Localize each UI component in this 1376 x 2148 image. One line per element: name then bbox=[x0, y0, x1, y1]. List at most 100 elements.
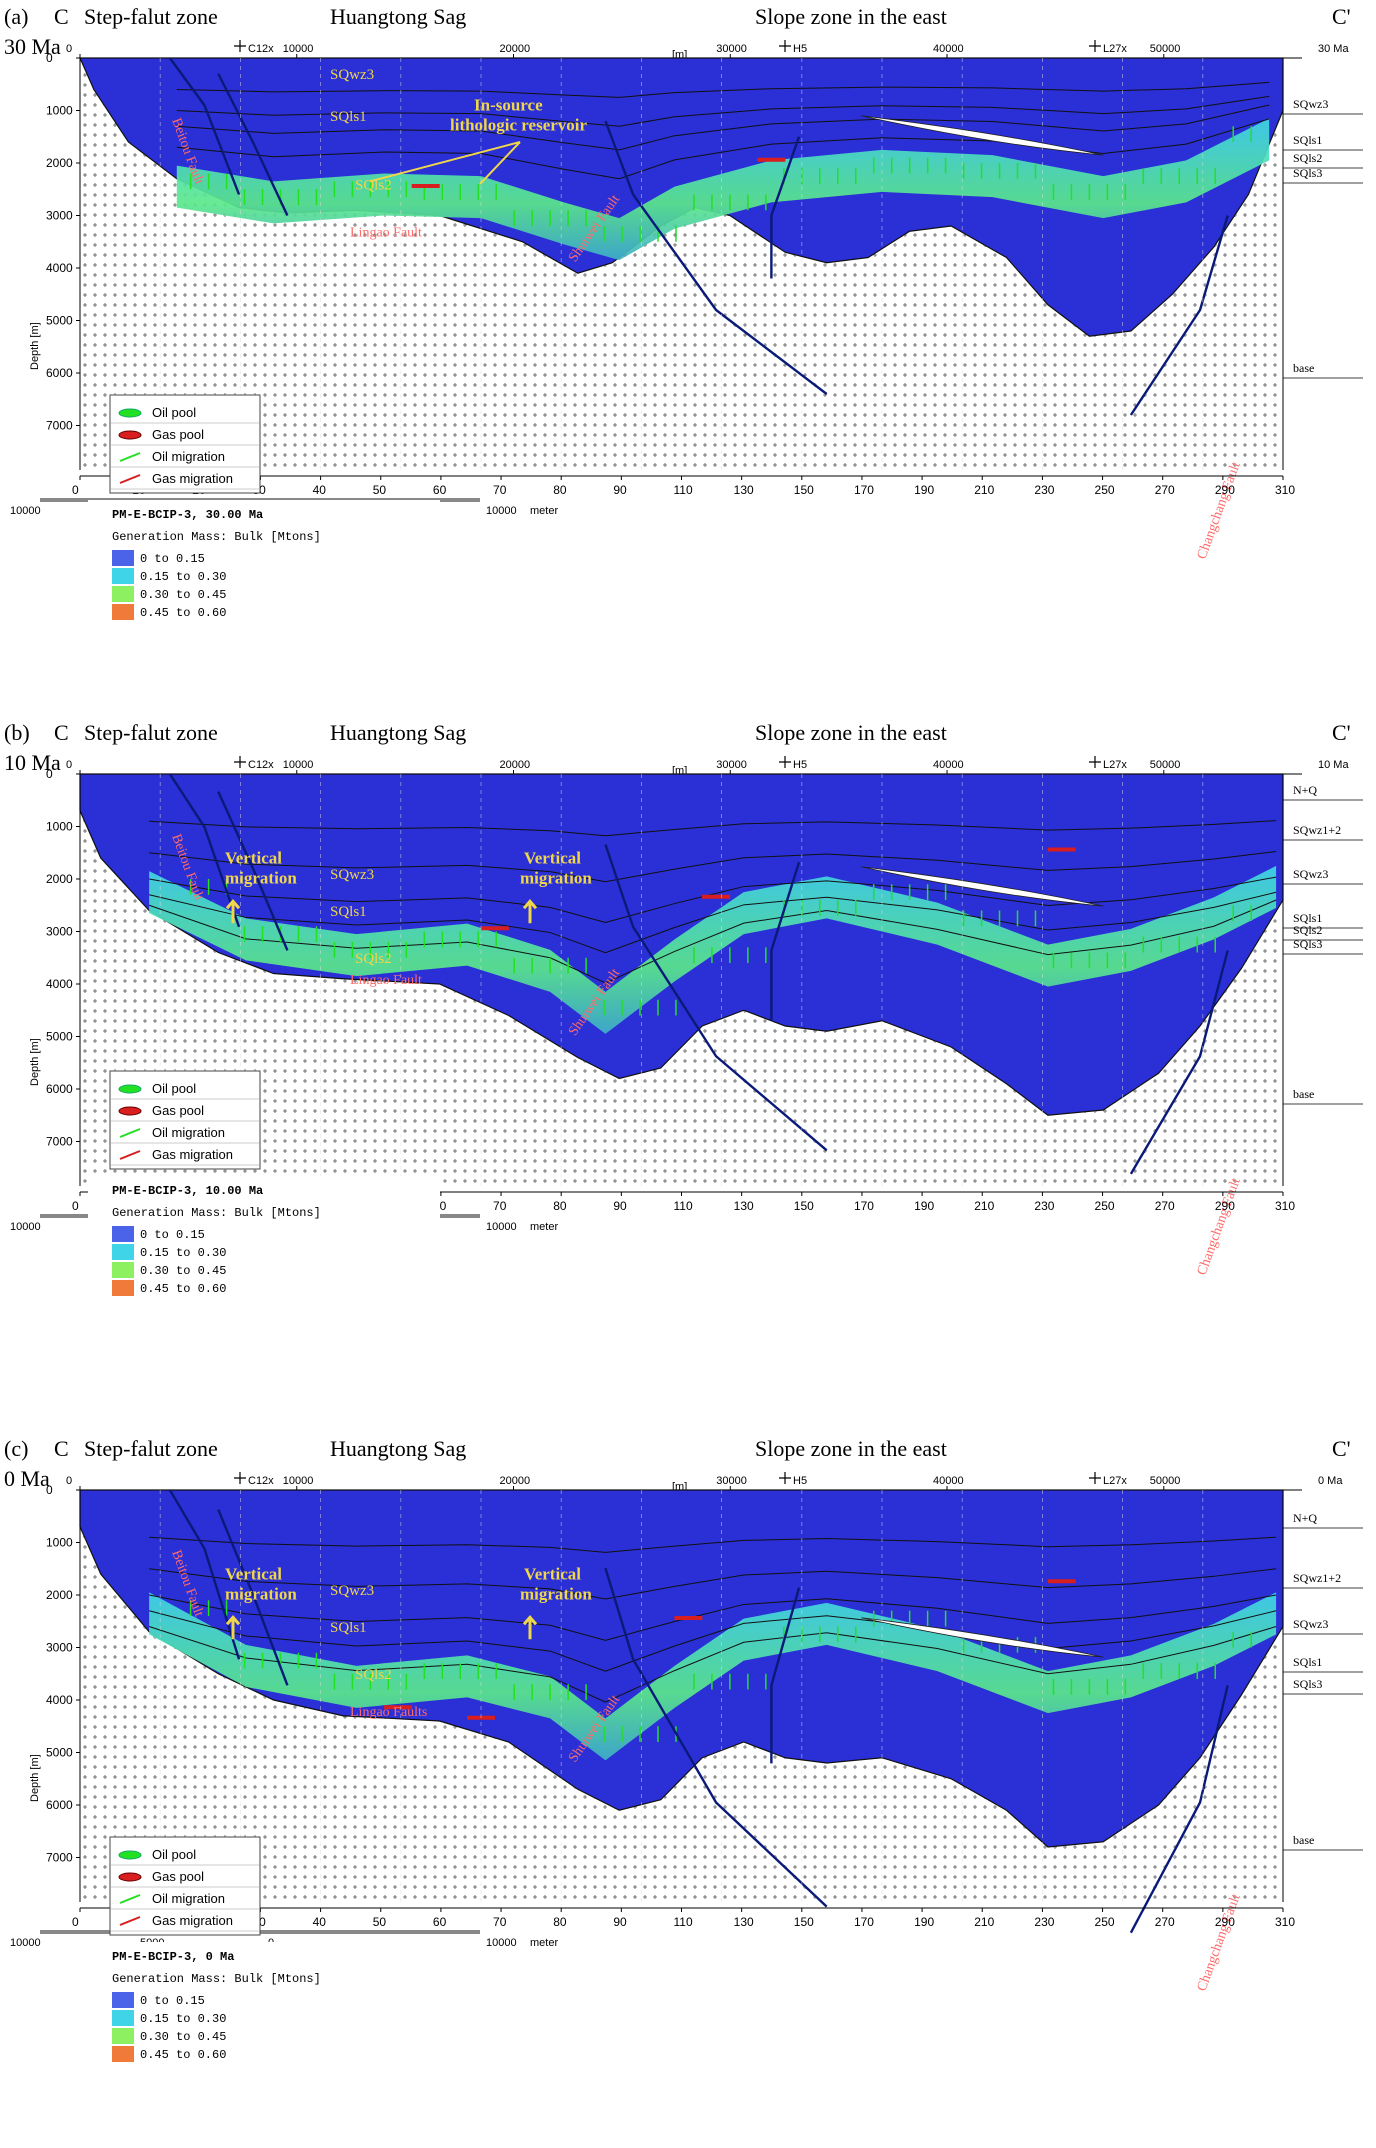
generation-legend: PM-E-BCIP-3, 0 Ma Generation Mass: Bulk [… bbox=[88, 1942, 440, 2062]
panel-label: (c) bbox=[4, 1436, 28, 1461]
horizon-line bbox=[176, 104, 1270, 151]
fault-line bbox=[604, 844, 828, 1152]
bottom-tick-label: 60 bbox=[433, 483, 447, 497]
top-tick-label: 10000 bbox=[283, 43, 314, 55]
zone-step-fault: Step-falut zone bbox=[84, 1436, 218, 1461]
bottom-tick-label: 190 bbox=[914, 1915, 934, 1929]
bottom-tick-label: 80 bbox=[553, 1199, 567, 1213]
sequence-label-right: base bbox=[1293, 1833, 1314, 1847]
generation-swatch bbox=[112, 1226, 134, 1242]
well-marker bbox=[779, 756, 791, 768]
panel-age-right: 10 Ma bbox=[1318, 759, 1349, 771]
gas-pool-mark bbox=[1047, 1579, 1076, 1584]
generation-swatch bbox=[112, 550, 134, 566]
scale-tick-label: 10000 bbox=[486, 1221, 517, 1233]
oil-pool-icon bbox=[118, 408, 142, 418]
scale-tick-label: 10000 bbox=[10, 1221, 41, 1233]
depth-tick-label: 4000 bbox=[46, 261, 73, 275]
top-tick-label: 30000 bbox=[716, 759, 747, 771]
bottom-tick-label: 90 bbox=[613, 1915, 627, 1929]
bottom-tick-label: 70 bbox=[493, 1915, 507, 1929]
sequence-label: SQwz3 bbox=[330, 867, 374, 883]
generation-swatch bbox=[112, 586, 134, 602]
bottom-tick-label: 50 bbox=[373, 1915, 387, 1929]
depth-tick-label: 6000 bbox=[46, 1082, 73, 1096]
legend-item-label: Gas pool bbox=[152, 1869, 204, 1884]
panel-label: (b) bbox=[4, 720, 30, 745]
gas-migration-icon bbox=[119, 1150, 141, 1160]
horizon-line bbox=[149, 850, 1277, 883]
generation-title: Generation Mass: Bulk [Mtons] bbox=[112, 1972, 321, 1986]
depth-tick-label: 7000 bbox=[46, 1851, 73, 1865]
depth-tick-label: 3000 bbox=[46, 1641, 73, 1655]
top-tick-label: 20000 bbox=[500, 43, 531, 55]
legend-item-label: Oil migration bbox=[152, 1125, 225, 1140]
zone-slope-east: Slope zone in the east bbox=[755, 4, 947, 29]
generation-class-label: 0.45 to 0.60 bbox=[140, 1282, 226, 1296]
gas-pool-mark bbox=[1047, 847, 1076, 852]
generation-swatch bbox=[112, 568, 134, 584]
top-tick-label: 10000 bbox=[283, 759, 314, 771]
horizon-line bbox=[149, 1594, 1277, 1641]
generation-class-label: 0 to 0.15 bbox=[140, 552, 205, 566]
depth-tick-label: 0 bbox=[46, 1483, 53, 1497]
generation-swatch bbox=[112, 2028, 134, 2044]
scale-tick-label: 10000 bbox=[10, 1937, 41, 1949]
bottom-tick-label: 170 bbox=[854, 1915, 874, 1929]
generation-swatch bbox=[112, 2010, 134, 2026]
bottom-tick-label: 150 bbox=[794, 1199, 814, 1213]
gas-pool-mark bbox=[674, 1616, 703, 1620]
bottom-tick-label: 230 bbox=[1034, 1915, 1054, 1929]
annotation-text: lithologic reservoir bbox=[450, 116, 588, 135]
top-tick-label: 20000 bbox=[500, 759, 531, 771]
generation-class-label: 0.15 to 0.30 bbox=[140, 1246, 226, 1260]
bottom-tick-label: 80 bbox=[553, 1915, 567, 1929]
gas-pool-mark bbox=[411, 184, 440, 188]
generation-class-label: 0.30 to 0.45 bbox=[140, 588, 226, 602]
gas-pool-icon bbox=[118, 1872, 142, 1882]
generation-swatch bbox=[112, 1244, 134, 1260]
arrow-icon bbox=[369, 141, 521, 185]
depth-tick-label: 1000 bbox=[46, 104, 73, 118]
depth-tick-label: 1000 bbox=[46, 820, 73, 834]
generation-class-label: 0.15 to 0.30 bbox=[140, 570, 226, 584]
depth-tick-label: 1000 bbox=[46, 1536, 73, 1550]
depth-tick-label: 2000 bbox=[46, 1588, 73, 1602]
generation-legend: PM-E-BCIP-3, 30.00 Ma Generation Mass: Bu… bbox=[88, 500, 440, 620]
bottom-tick-label: 270 bbox=[1155, 1199, 1175, 1213]
sequence-label-right: SQls1 bbox=[1293, 133, 1322, 147]
bottom-tick-label: 310 bbox=[1275, 483, 1295, 497]
horizon-line bbox=[149, 1536, 1277, 1553]
generation-class-label: 0.45 to 0.60 bbox=[140, 2048, 226, 2062]
horizon-line bbox=[149, 820, 1277, 837]
sequence-label-right: base bbox=[1293, 1087, 1314, 1101]
bottom-tick-label: 110 bbox=[674, 1199, 693, 1213]
generation-title: Generation Mass: Bulk [Mtons] bbox=[112, 1206, 321, 1220]
sand-lens bbox=[861, 115, 1104, 156]
gas-migration-icon bbox=[119, 474, 141, 484]
bottom-tick-label: 130 bbox=[734, 483, 754, 497]
bottom-tick-label: 290 bbox=[1215, 483, 1235, 497]
generation-class-label: 0.30 to 0.45 bbox=[140, 2030, 226, 2044]
sequence-label: SQls2 bbox=[355, 951, 392, 967]
well-label: L27x bbox=[1103, 759, 1127, 771]
panel-age-right: 30 Ma bbox=[1318, 43, 1349, 55]
fault-line bbox=[217, 73, 289, 217]
bottom-tick-label: 170 bbox=[854, 1199, 874, 1213]
depth-tick-label: 6000 bbox=[46, 366, 73, 380]
depth-tick-label: 2000 bbox=[46, 156, 73, 170]
horizon-line bbox=[149, 1610, 1277, 1672]
bottom-tick-label: 70 bbox=[493, 483, 507, 497]
gas-pool-mark bbox=[384, 1705, 413, 1710]
bottom-tick-label: 150 bbox=[794, 483, 814, 497]
depth-tick-label: 4000 bbox=[46, 1693, 73, 1707]
bottom-tick-label: 0 bbox=[72, 483, 79, 497]
bottom-tick-label: 40 bbox=[313, 483, 327, 497]
sequence-label-right: SQwz1+2 bbox=[1293, 823, 1341, 837]
top-tick-label: 0 bbox=[66, 43, 72, 55]
well-marker bbox=[234, 40, 246, 52]
oil-pool-icon bbox=[118, 1850, 142, 1860]
generation-band bbox=[176, 118, 1270, 261]
annotation-text: Vertical bbox=[225, 1564, 282, 1583]
fault-line bbox=[770, 1587, 801, 1764]
